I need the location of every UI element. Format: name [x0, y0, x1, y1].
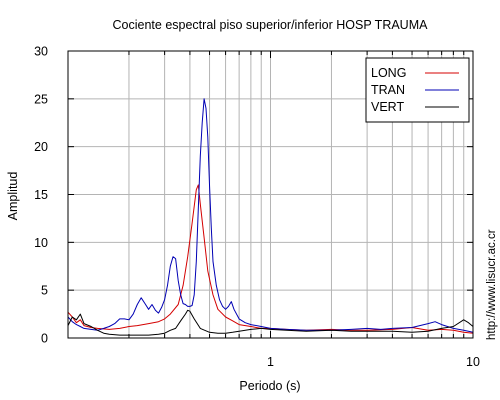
- x-axis-label: Periodo (s): [239, 379, 300, 393]
- axis-ticks: [67, 50, 473, 339]
- legend-label-tran: TRAN: [371, 83, 405, 97]
- y-tick-label: 15: [34, 188, 48, 202]
- y-tick-label: 25: [34, 92, 48, 106]
- chart-legend: LONG TRAN VERT: [365, 57, 470, 123]
- series-line-tran: [67, 98, 474, 333]
- series-lines: [67, 98, 474, 336]
- x-tick-label: 10: [466, 355, 480, 369]
- y-tick-label: 10: [34, 236, 48, 250]
- y-tick-label: 20: [34, 140, 48, 154]
- legend-label-vert: VERT: [371, 100, 404, 114]
- legend-label-long: LONG: [371, 66, 406, 80]
- legend-items: LONG TRAN VERT: [371, 66, 459, 114]
- y-tick-label: 5: [41, 284, 48, 298]
- chart-title: Cociente espectral piso superior/inferio…: [113, 18, 429, 32]
- series-line-long: [67, 184, 474, 334]
- y-tick-labels: 0 5 10 15 20 25 30: [34, 45, 48, 346]
- x-tick-labels: 1 10: [267, 355, 480, 369]
- y-tick-label: 30: [34, 45, 48, 59]
- side-url-text: http://www.lisucr.ac.cr: [486, 229, 498, 340]
- y-axis-label: Amplitud: [6, 172, 20, 221]
- x-tick-label: 1: [267, 355, 274, 369]
- series-line-vert: [67, 309, 474, 336]
- y-tick-label: 0: [41, 332, 48, 346]
